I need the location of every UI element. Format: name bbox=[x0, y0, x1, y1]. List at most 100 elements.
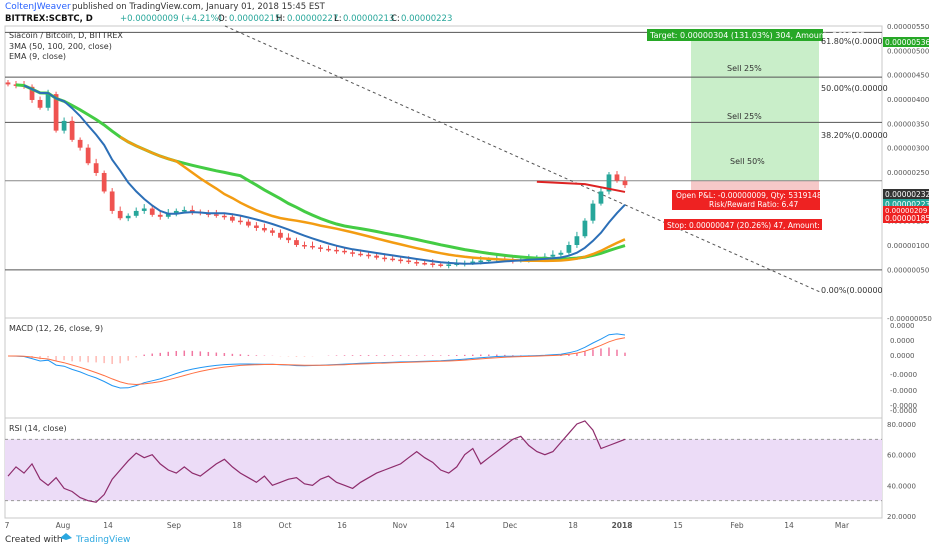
candle-body bbox=[574, 236, 580, 245]
candle-body bbox=[117, 210, 123, 219]
candle-body bbox=[302, 245, 307, 247]
ema-line bbox=[23, 84, 626, 265]
candle-body bbox=[149, 208, 155, 215]
x-tick-label: 14 bbox=[784, 521, 794, 530]
x-tick-label: 7 bbox=[5, 521, 10, 530]
candle-body bbox=[326, 248, 331, 251]
candle-body bbox=[77, 139, 83, 148]
candle-body bbox=[470, 261, 476, 264]
candle-body bbox=[350, 252, 355, 254]
candle-body bbox=[69, 120, 75, 140]
candle-body bbox=[270, 230, 275, 233]
candle-body bbox=[262, 227, 267, 231]
low-label: L: bbox=[334, 14, 342, 24]
price-tick-label: -0.00000050 bbox=[887, 315, 932, 323]
price-tag-stop-text: 0.00000185 bbox=[885, 214, 931, 223]
candle-body bbox=[254, 225, 259, 228]
x-tick-label: Dec bbox=[503, 521, 518, 530]
candle-body bbox=[342, 250, 347, 253]
x-tick-label: 2018 bbox=[612, 521, 633, 530]
open-pl-text: Open P&L: -0.00000009, Qty: 5319148.93 bbox=[676, 191, 834, 200]
rsi-tick-label: 80.0000 bbox=[887, 421, 916, 429]
macd-legend: MACD (12, 26, close, 9) bbox=[9, 324, 103, 333]
candle-body bbox=[422, 263, 428, 265]
price-tag-current: 0.00000232 bbox=[883, 189, 931, 199]
fib-label-50: 50.00%(0.00000 bbox=[821, 84, 888, 93]
created-with-text: Created with bbox=[5, 535, 63, 545]
fib-label-618: 61.80%(0.00000 bbox=[821, 37, 888, 46]
open-value: 0.00000215 bbox=[229, 14, 280, 24]
published-text: published on TradingView.com, January 01… bbox=[72, 2, 326, 12]
x-tick-label: Nov bbox=[393, 521, 408, 530]
macd-tick-label: -0.0000 bbox=[890, 387, 917, 395]
high-value: 0.00000227 bbox=[287, 14, 338, 24]
candle-body bbox=[37, 99, 43, 108]
sell-zone-3: Sell 50% bbox=[730, 157, 765, 166]
candle-body bbox=[101, 172, 107, 192]
target-zone bbox=[691, 32, 819, 181]
risk-reward-text: Risk/Reward Ratio: 6.47 bbox=[709, 200, 798, 209]
rsi-tick-label: 40.0000 bbox=[887, 482, 916, 490]
candle-body bbox=[566, 245, 572, 253]
candle-body bbox=[334, 249, 339, 252]
candle-body bbox=[446, 264, 452, 266]
chart-header: ColtenJWeaver published on TradingView.c… bbox=[5, 2, 452, 24]
price-tag-target-text: 0.00000536 bbox=[885, 38, 931, 47]
candle-body bbox=[181, 209, 187, 212]
x-tick-label: Oct bbox=[279, 521, 292, 530]
candle-body bbox=[606, 174, 612, 192]
price-tag-ema-text: 0.00000209 bbox=[885, 207, 927, 215]
candle-body bbox=[125, 215, 131, 219]
x-tick-label: 16 bbox=[337, 521, 347, 530]
tradingview-logo-icon bbox=[60, 533, 72, 540]
price-tick-label: 0.00000250 bbox=[887, 169, 929, 177]
author-link[interactable]: ColtenJWeaver bbox=[5, 2, 71, 12]
candle-body bbox=[221, 215, 227, 218]
dashed-trendline bbox=[224, 25, 821, 293]
candle-body bbox=[294, 240, 299, 245]
x-tick-label: 18 bbox=[232, 521, 242, 530]
candle-body bbox=[406, 260, 412, 263]
candle-body bbox=[390, 258, 395, 261]
candle-body bbox=[157, 214, 163, 217]
price-tick-label: 0.00000500 bbox=[887, 47, 929, 55]
candle-body bbox=[310, 245, 315, 248]
tradingview-brand[interactable]: TradingView bbox=[75, 535, 130, 545]
candle-body bbox=[45, 94, 51, 108]
signal-line bbox=[8, 337, 626, 386]
candle-body bbox=[133, 210, 139, 216]
candle-body bbox=[550, 254, 556, 257]
price-tag-ema: 0.00000209 bbox=[883, 206, 929, 215]
candle-body bbox=[374, 255, 379, 258]
candle-body bbox=[558, 252, 564, 255]
candle-body bbox=[382, 257, 387, 260]
candle-body bbox=[486, 259, 492, 262]
candle-body bbox=[358, 253, 363, 256]
rsi-line bbox=[7, 420, 626, 503]
x-tick-label: 18 bbox=[568, 521, 578, 530]
moving-averages bbox=[15, 83, 626, 265]
x-tick-label: 14 bbox=[103, 521, 113, 530]
candle-body bbox=[278, 232, 283, 238]
candle-body bbox=[189, 209, 195, 212]
macd-tick-label: 0.0000 bbox=[890, 322, 915, 330]
price-tag-stop: 0.00000185 bbox=[883, 213, 931, 223]
open-pl-box: Open P&L: -0.00000009, Qty: 5319148.93 R… bbox=[672, 190, 834, 210]
price-tick-label: 0.00000350 bbox=[887, 120, 929, 128]
macd-line bbox=[7, 333, 626, 389]
fib-label-382: 38.20%(0.00000 bbox=[821, 131, 888, 140]
close-value: 0.00000223 bbox=[401, 14, 452, 24]
rsi-legend: RSI (14, close) bbox=[9, 424, 67, 433]
candle-body bbox=[622, 180, 628, 186]
rsi-band bbox=[5, 439, 882, 501]
price-tick-label: 0.00000300 bbox=[887, 145, 929, 153]
high-label: H: bbox=[276, 14, 285, 24]
footer: Created with TradingView bbox=[5, 533, 130, 545]
x-tick-label: 14 bbox=[445, 521, 455, 530]
target-text: Target: 0.00000304 (131.03%) 304, Amount… bbox=[649, 31, 865, 40]
fib-lines bbox=[5, 31, 882, 271]
candle-body bbox=[109, 191, 115, 211]
candle-body bbox=[590, 203, 596, 221]
candle-body bbox=[238, 220, 243, 223]
